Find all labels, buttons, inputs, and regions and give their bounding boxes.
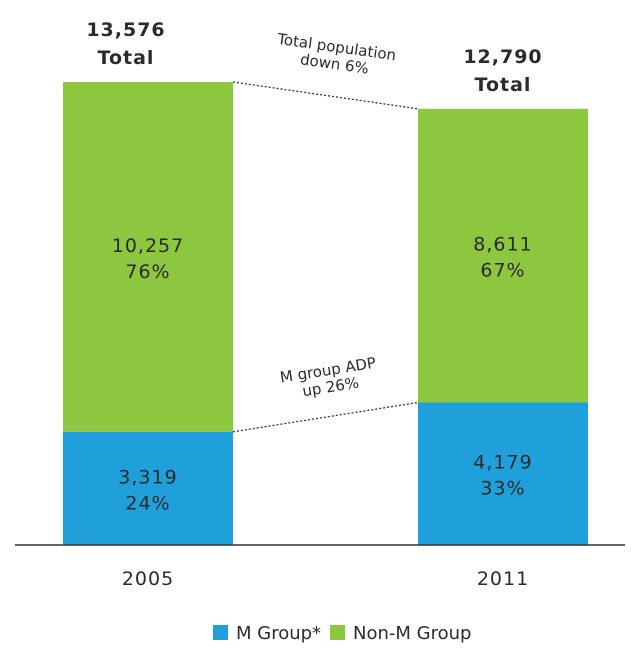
connector: [232, 401, 419, 433]
value-label: 8,611: [473, 234, 532, 256]
x-tick-label: 2011: [477, 568, 529, 590]
total-label: 12,790: [463, 46, 542, 68]
legend-swatch: [330, 625, 345, 640]
value-label: 4,179: [473, 452, 532, 474]
legend-label: Non-M Group: [353, 623, 471, 644]
share-label: 33%: [480, 478, 525, 500]
bar-segment: [418, 108, 588, 403]
value-label: 3,319: [118, 466, 177, 488]
bar-segment: [63, 82, 233, 432]
bar-segment: [418, 402, 588, 545]
share-label: 67%: [480, 260, 525, 282]
total-word: Total: [98, 47, 155, 69]
share-label: 76%: [125, 261, 170, 283]
total-word: Total: [475, 74, 532, 96]
legend-label: M Group*: [236, 623, 321, 644]
legend-swatch: [213, 625, 228, 640]
connector: [232, 81, 419, 110]
value-label: 10,257: [112, 235, 184, 257]
x-tick-label: 2005: [122, 568, 174, 590]
total-label: 13,576: [86, 19, 165, 41]
bar-segment: [63, 431, 233, 545]
share-label: 24%: [125, 492, 170, 514]
